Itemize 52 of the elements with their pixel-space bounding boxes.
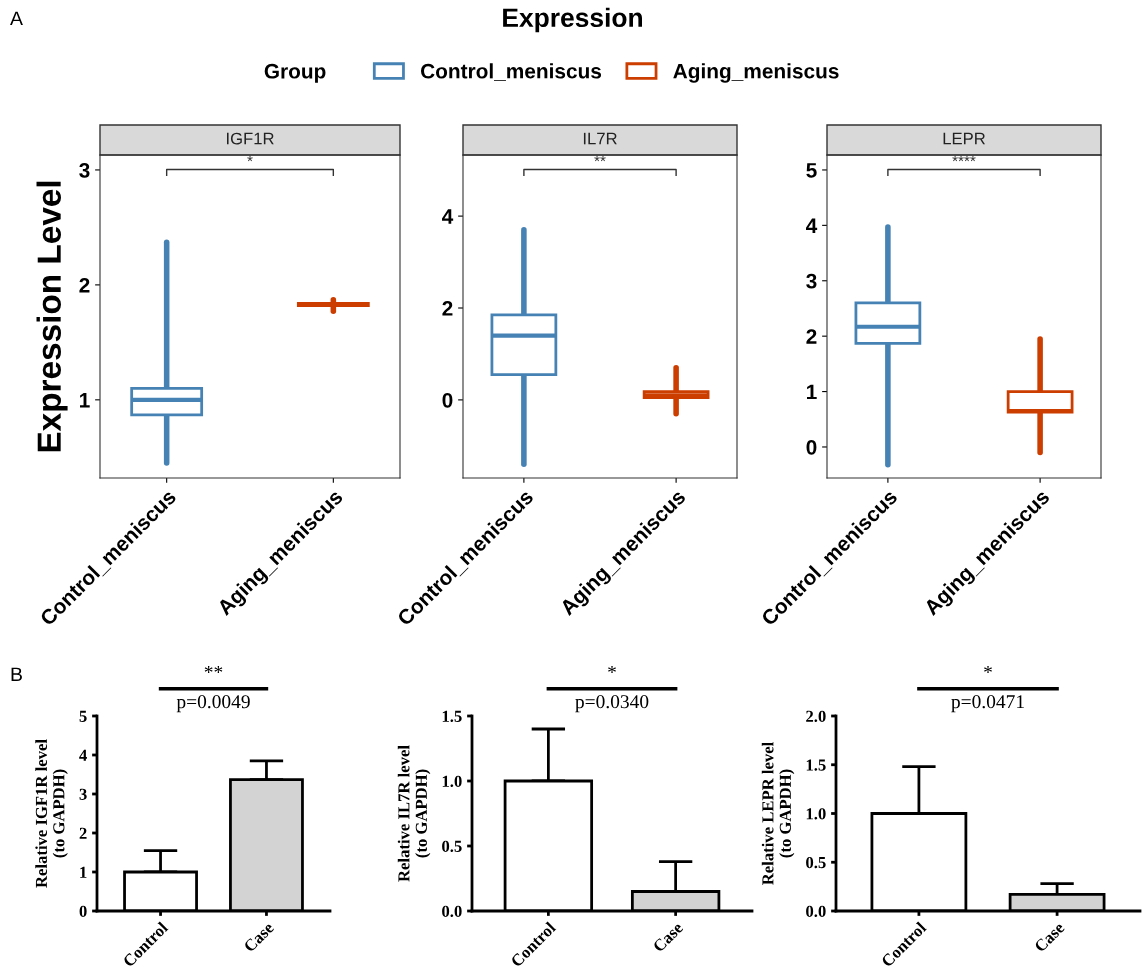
- chart-title: IGF1R: [227, 132, 274, 145]
- text: **: [204, 665, 223, 674]
- y-tick-label: 0: [79, 905, 87, 917]
- annotation: *: [247, 155, 253, 162]
- y-tick-label: 1: [80, 866, 87, 878]
- y-tick-label: 0.0: [442, 905, 462, 918]
- legend-label: Control_meniscus: [420, 63, 602, 81]
- y-tick-label: 1.5: [442, 710, 462, 723]
- y-tick-label: 3: [79, 162, 90, 178]
- y-tick-label: 1: [807, 384, 817, 400]
- chart-title: LEPR: [943, 132, 985, 145]
- y-tick-label: 2.0: [806, 710, 826, 723]
- x-tick-label: Case: [1033, 921, 1066, 953]
- text: Expression: [503, 7, 642, 33]
- text: p=0.0049: [176, 695, 250, 713]
- y-tick-label: 0.0: [806, 905, 826, 918]
- y-tick-label: 0: [442, 392, 453, 408]
- text: *: [608, 665, 616, 674]
- y-axis-title: Relative IL7R level (to GAPDH): [397, 745, 431, 882]
- y-tick-label: 4: [806, 218, 818, 233]
- y-tick-label: 2: [79, 827, 87, 839]
- legend-label: Aging_meniscus: [673, 63, 839, 83]
- y-tick-label: 1.0: [442, 775, 462, 788]
- y-tick-label: 3: [806, 273, 817, 289]
- annotation: ****: [952, 155, 976, 162]
- y-tick-label: 0: [806, 439, 817, 455]
- text: p=0.0340: [575, 695, 649, 713]
- x-tick-label: Case: [243, 921, 275, 953]
- y-tick-label: 3: [79, 788, 87, 800]
- y-tick-label: 2: [442, 301, 453, 316]
- text: A: [10, 11, 23, 26]
- y-tick-label: 2: [806, 329, 817, 344]
- chart-title: IL7R: [583, 132, 617, 145]
- y-tick-label: 0.5: [442, 840, 462, 853]
- y-axis-title: Relative IGF1R level (to GAPDH): [35, 739, 68, 888]
- legend-title: Group: [264, 63, 326, 83]
- text: B: [11, 667, 22, 682]
- y-axis-title: Relative LEPR level (to GAPDH): [761, 742, 795, 885]
- y-tick-label: 2: [79, 277, 90, 293]
- y-tick-label: 4: [442, 209, 454, 224]
- y-tick-label: 4: [79, 749, 87, 761]
- y-tick-label: 1.0: [806, 808, 826, 820]
- x-tick-label: Case: [652, 921, 684, 953]
- y-tick-label: 5: [79, 710, 87, 722]
- y-tick-label: 5: [806, 163, 817, 178]
- y-tick-label: 0.5: [806, 856, 826, 869]
- annotation: **: [594, 155, 606, 162]
- y-tick-label: 1.5: [806, 759, 826, 771]
- y-axis-title: Expression Level: [36, 181, 68, 452]
- text: p=0.0471: [951, 695, 1024, 713]
- y-tick-label: 1: [80, 393, 90, 408]
- text: *: [984, 665, 992, 674]
